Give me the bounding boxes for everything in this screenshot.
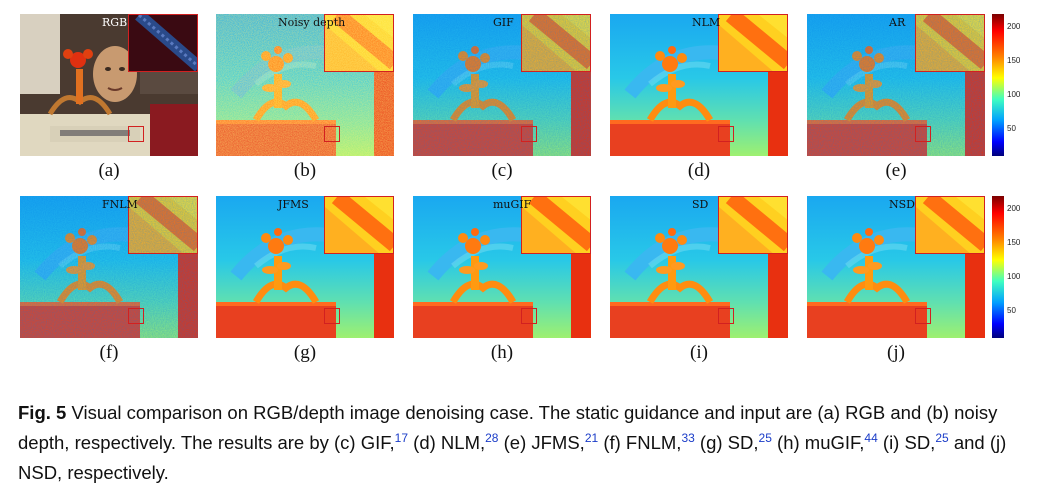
- figure-caption: Fig. 5 Visual comparison on RGB/depth im…: [18, 398, 1028, 488]
- roi-box: [521, 308, 537, 324]
- figure-panel: NLM: [610, 14, 788, 156]
- panel-label: (j): [887, 342, 905, 363]
- figure-panel: SD: [610, 196, 788, 338]
- zoom-inset: [128, 196, 198, 254]
- colorbar-tick-label: 50: [1007, 306, 1016, 315]
- zoom-inset: [915, 14, 985, 72]
- colorbar-tick-label: 50: [1007, 124, 1016, 133]
- caption-text: (g) SD,: [694, 432, 759, 453]
- citation-link[interactable]: 25: [935, 430, 949, 445]
- panel-title: NSD: [889, 198, 915, 211]
- figure-panel: muGIF: [413, 196, 591, 338]
- roi-box: [915, 308, 931, 324]
- caption-text: (f) FNLM,: [598, 432, 682, 453]
- panel-label: (h): [490, 342, 514, 363]
- roi-box: [718, 308, 734, 324]
- colorbar-tick-label: 100: [1007, 272, 1021, 281]
- roi-box: [324, 308, 340, 324]
- roi-box: [128, 126, 144, 142]
- panel-title: muGIF: [493, 198, 532, 211]
- zoom-inset: [915, 196, 985, 254]
- figure-panel: JFMS: [216, 196, 394, 338]
- citation-link[interactable]: 44: [864, 430, 878, 445]
- zoom-inset: [521, 14, 591, 72]
- roi-box: [718, 126, 734, 142]
- panel-title: GIF: [493, 16, 514, 29]
- colorbar: [992, 14, 1004, 156]
- colorbar: [992, 196, 1004, 338]
- panel-title: AR: [889, 16, 906, 29]
- figure-panel: NSD: [807, 196, 985, 338]
- colorbar-tick-label: 100: [1007, 90, 1021, 99]
- caption-text: (d) NLM,: [408, 432, 486, 453]
- panel-title: FNLM: [102, 198, 138, 211]
- panel-label: (c): [491, 160, 513, 181]
- figure-label: Fig. 5: [18, 402, 67, 423]
- roi-box: [128, 308, 144, 324]
- citation-link[interactable]: 25: [758, 430, 772, 445]
- zoom-inset: [128, 14, 198, 72]
- panel-title: RGB: [102, 16, 128, 29]
- figure-panel: RGB: [20, 14, 198, 156]
- figure-panel: FNLM: [20, 196, 198, 338]
- figure-panel: AR: [807, 14, 985, 156]
- citation-link[interactable]: 33: [681, 430, 695, 445]
- roi-box: [324, 126, 340, 142]
- zoom-inset: [324, 196, 394, 254]
- caption-text: (h) muGIF,: [771, 432, 865, 453]
- colorbar-tick-label: 150: [1007, 238, 1021, 247]
- zoom-inset: [718, 196, 788, 254]
- figure-panel: Noisy depth: [216, 14, 394, 156]
- panel-title: Noisy depth: [278, 16, 346, 29]
- panel-label: (g): [293, 342, 317, 363]
- citation-link[interactable]: 28: [485, 430, 499, 445]
- caption-text: (i) SD,: [877, 432, 936, 453]
- figure-panel: GIF: [413, 14, 591, 156]
- panel-label: (e): [885, 160, 907, 181]
- panel-title: JFMS: [278, 198, 309, 211]
- citation-link[interactable]: 17: [394, 430, 409, 445]
- zoom-inset: [718, 14, 788, 72]
- panel-label: (d): [687, 160, 711, 181]
- caption-text: (e) JFMS,: [498, 432, 585, 453]
- panel-title: NLM: [692, 16, 721, 29]
- colorbar-tick-label: 200: [1007, 204, 1021, 213]
- colorbar-tick-label: 200: [1007, 22, 1021, 31]
- zoom-inset: [324, 14, 394, 72]
- citation-link[interactable]: 21: [584, 430, 599, 445]
- panel-label: (i): [690, 342, 708, 363]
- panel-label: (a): [98, 160, 120, 181]
- caption-text: and (j) NSD, respectively.: [18, 432, 1007, 483]
- zoom-inset: [521, 196, 591, 254]
- panel-title: SD: [692, 198, 709, 211]
- panel-label: (f): [99, 342, 119, 363]
- roi-box: [915, 126, 931, 142]
- colorbar-tick-label: 150: [1007, 56, 1021, 65]
- caption-text: Visual comparison on RGB/depth image den…: [18, 402, 998, 453]
- panel-label: (b): [293, 160, 317, 181]
- roi-box: [521, 126, 537, 142]
